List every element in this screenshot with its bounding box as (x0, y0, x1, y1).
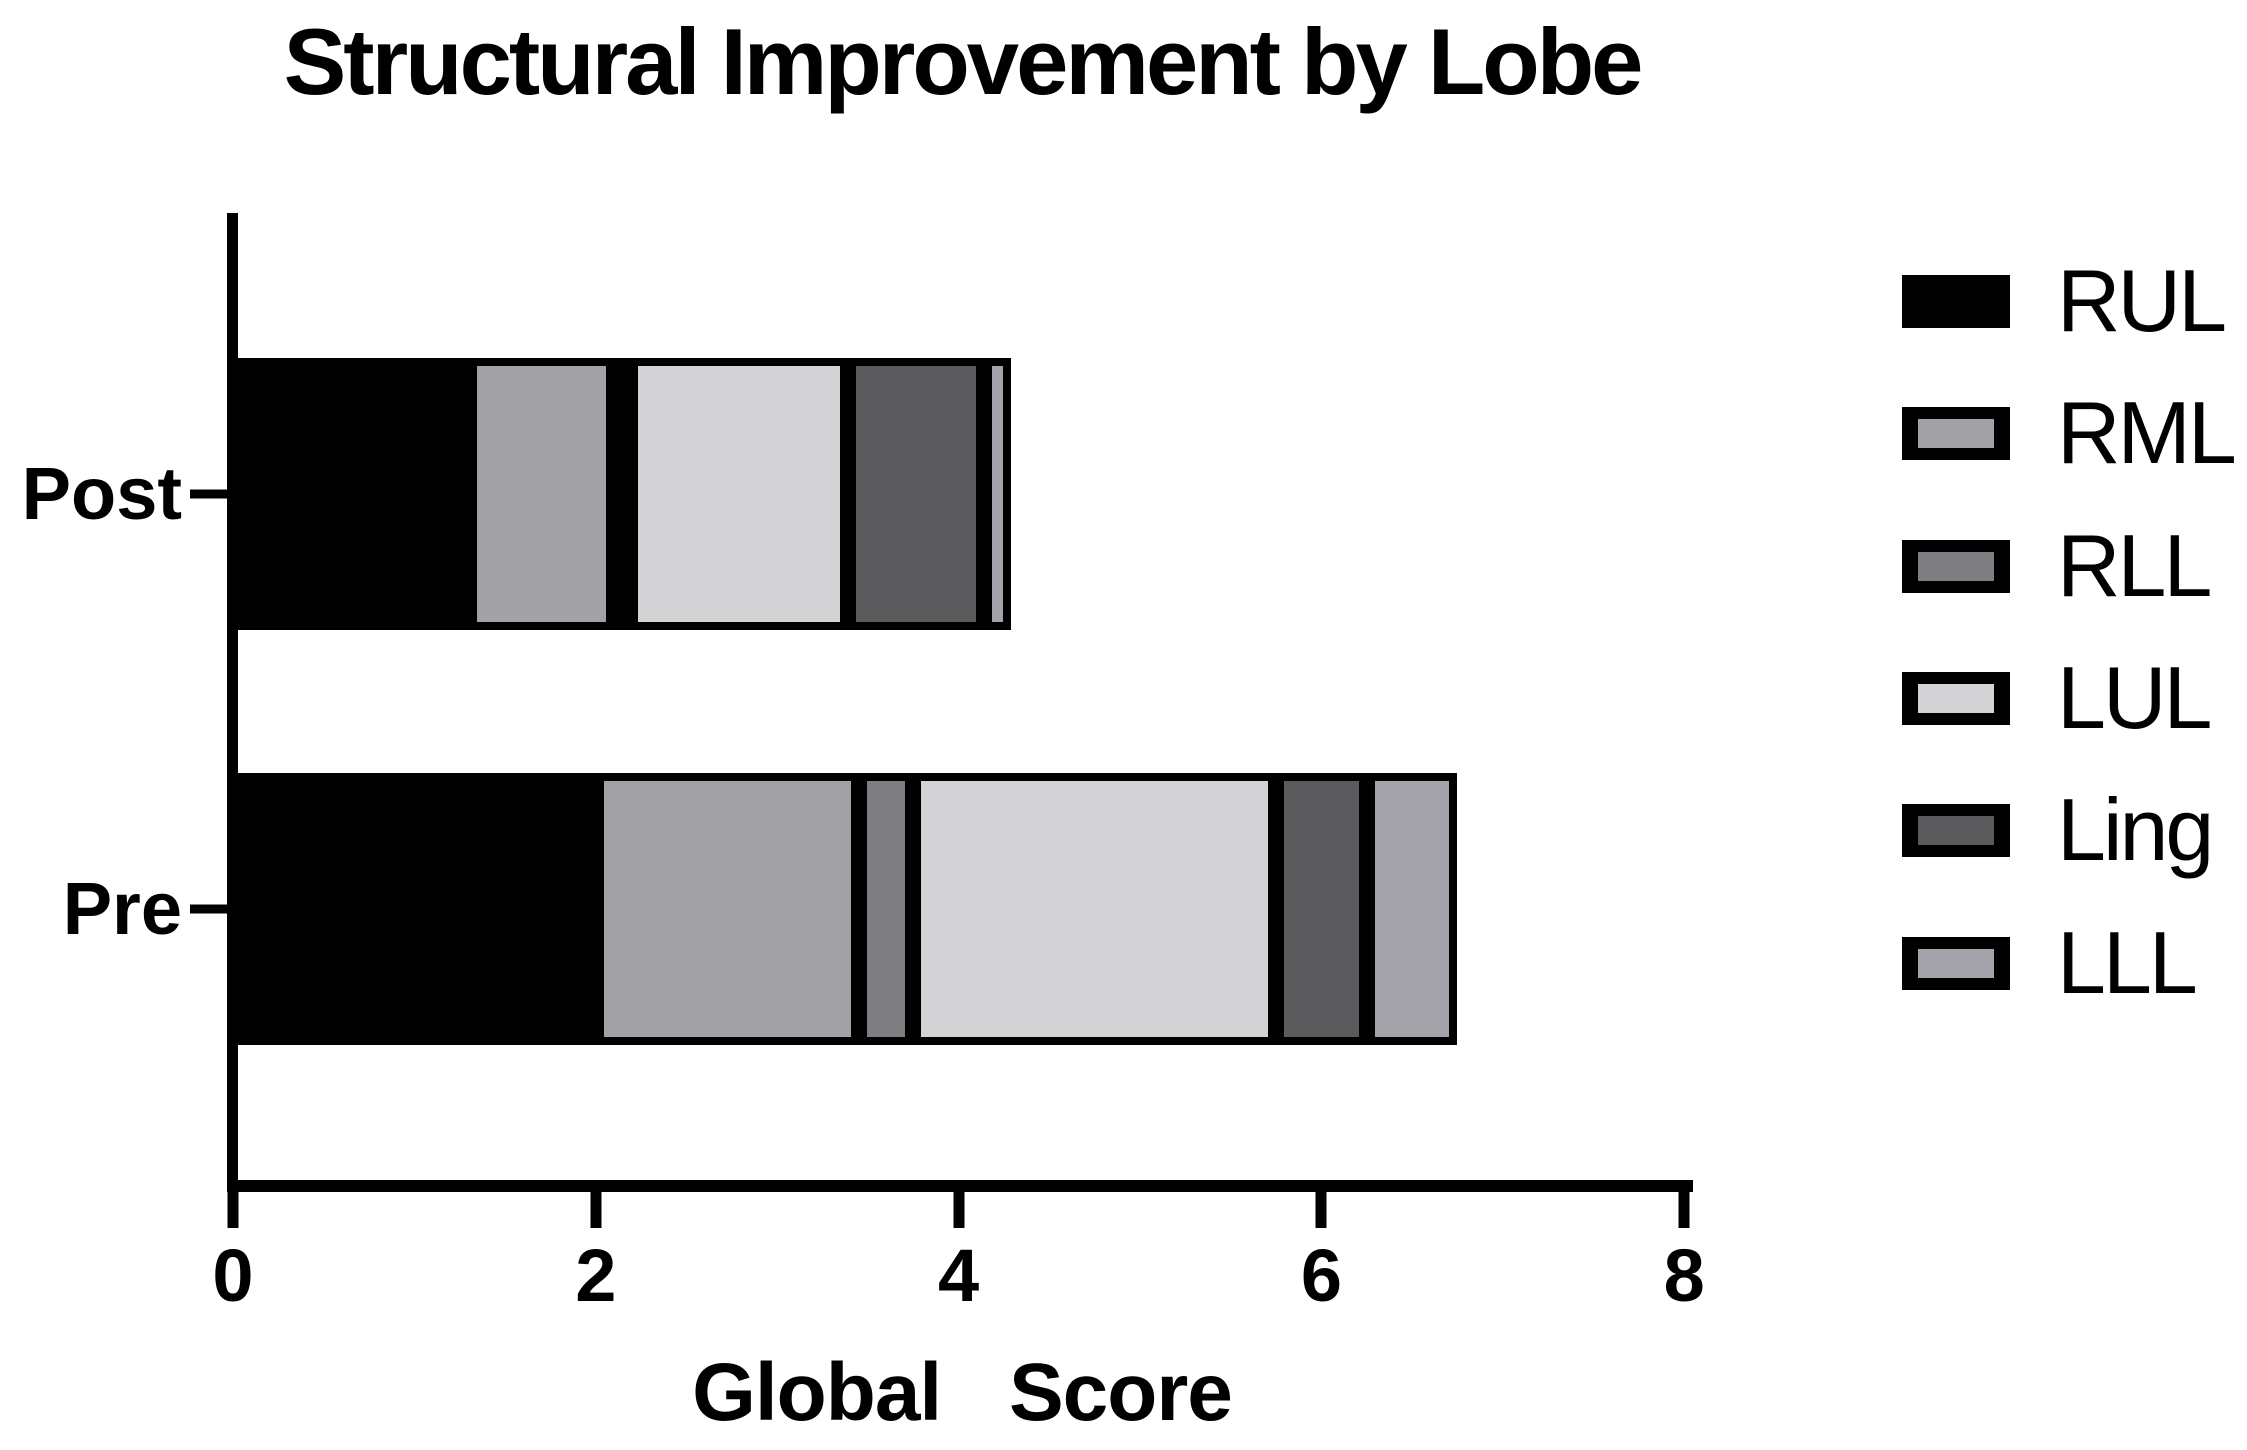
legend-label-lul: LUL (2057, 648, 2212, 747)
legend-swatch-fill-lll (1918, 948, 1994, 978)
x-tick-label-0: 0 (212, 1234, 254, 1317)
bar-post (233, 358, 1011, 630)
bar-segment-pre-lll (1366, 773, 1458, 1045)
x-tick-6 (1315, 1192, 1327, 1228)
x-tick-label-6: 6 (1300, 1234, 1342, 1317)
bar-segment-post-rll (613, 358, 630, 630)
x-tick-2 (590, 1192, 602, 1228)
legend-swatch-fill-rul (1918, 286, 1994, 316)
x-axis-label: Global Score (692, 1347, 1233, 1438)
legend-swatch-rml (1902, 406, 2010, 460)
legend-item-rml: RML (1902, 383, 2237, 482)
legend-item-rul: RUL (1902, 251, 2227, 350)
bar-segment-post-lll (983, 358, 1011, 630)
x-tick-label-2: 2 (575, 1234, 617, 1317)
chart-title: Structural Improvement by Lobe (283, 9, 1644, 114)
legend-swatch-lll (1902, 936, 2010, 990)
bar-pre (233, 773, 1458, 1045)
legend-item-ling: Ling (1902, 780, 2214, 879)
legend-swatch-lul (1902, 671, 2010, 725)
legend-label-ling: Ling (2057, 780, 2214, 879)
bar-segment-pre-rll (858, 773, 914, 1045)
legend-item-lll: LLL (1902, 913, 2198, 1012)
legend-item-rll: RLL (1902, 516, 2212, 615)
legend-label-lll: LLL (2057, 913, 2198, 1012)
legend-swatch-rll (1902, 539, 2010, 593)
legend-swatch-rul (1902, 274, 2010, 328)
bar-segment-pre-rul (233, 773, 596, 1045)
bar-segment-pre-ling (1276, 773, 1367, 1045)
legend-item-lul: LUL (1902, 648, 2212, 747)
x-tick-label-8: 8 (1663, 1234, 1705, 1317)
bar-segment-post-rul (233, 358, 469, 630)
bar-segment-pre-rml (595, 773, 859, 1045)
x-tick-label-4: 4 (938, 1234, 980, 1317)
y-category-label-pre: Pre (62, 867, 182, 950)
bar-segment-post-rml (468, 358, 614, 630)
x-tick-0 (227, 1192, 239, 1228)
legend-label-rll: RLL (2057, 516, 2212, 615)
x-axis-line (227, 1180, 1693, 1192)
bar-segment-post-ling (847, 358, 984, 630)
legend-swatch-fill-rml (1918, 418, 1994, 448)
legend-label-rul: RUL (2057, 251, 2227, 350)
y-tick-post (190, 489, 227, 499)
bar-segment-pre-lul (913, 773, 1277, 1045)
y-category-label-post: Post (21, 452, 182, 535)
legend-swatch-fill-lul (1918, 683, 1994, 713)
x-tick-4 (953, 1192, 965, 1228)
x-tick-8 (1678, 1192, 1690, 1228)
legend-swatch-fill-ling (1918, 815, 1994, 845)
y-tick-pre (190, 904, 227, 914)
legend-label-rml: RML (2057, 383, 2237, 482)
bar-segment-post-lul (629, 358, 848, 630)
legend-swatch-fill-rll (1918, 551, 1994, 581)
y-axis-line (227, 213, 238, 1192)
legend-swatch-ling (1902, 803, 2010, 857)
